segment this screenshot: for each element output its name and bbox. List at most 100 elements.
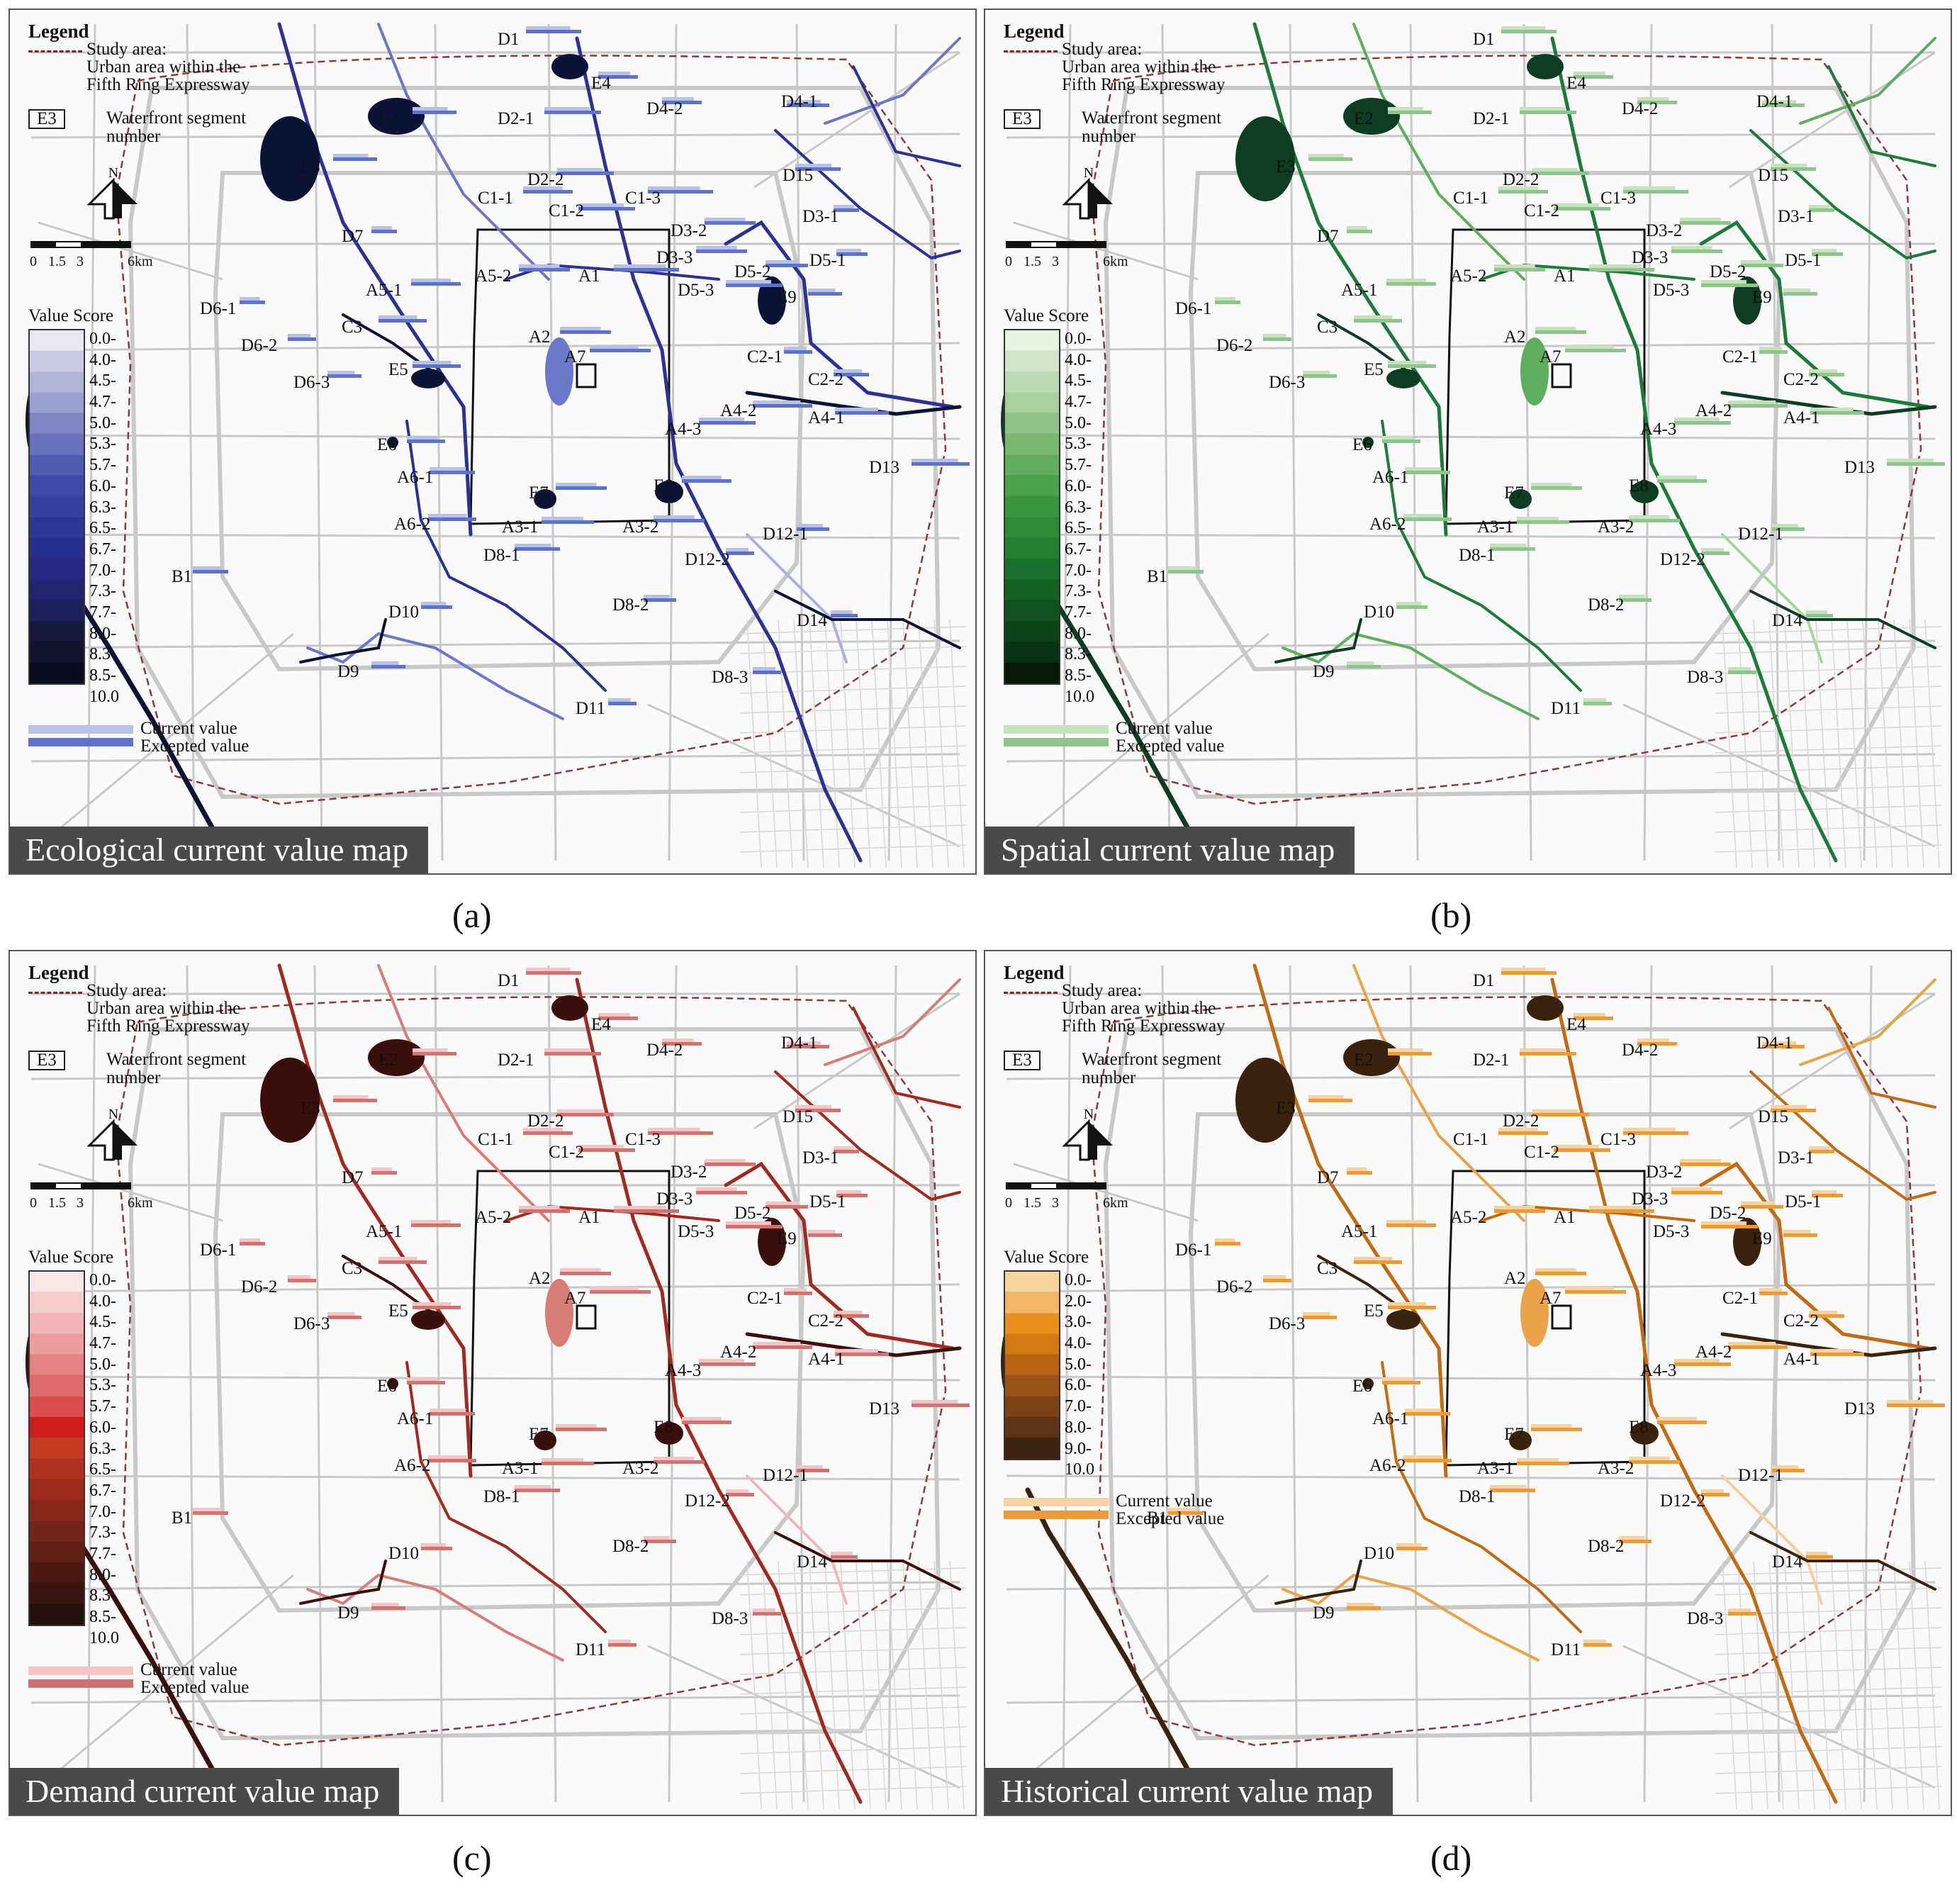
ramp-swatch	[30, 621, 84, 642]
ramp-label: 8.3-8.5	[1065, 645, 1092, 685]
street	[1784, 619, 1800, 868]
value-bar-E8	[682, 476, 731, 483]
waterfront-segment	[306, 1573, 564, 1662]
value-bar-C1-2	[578, 1145, 635, 1152]
current-value-bar	[519, 1206, 560, 1209]
current-value-bar	[371, 1167, 392, 1171]
road	[1161, 965, 1171, 1803]
value-bar-D2-1	[544, 1048, 601, 1055]
value-bar-C2-1	[784, 1288, 812, 1295]
value-bar-A3-1	[542, 1458, 594, 1465]
value-bar-A3-2	[1629, 1457, 1680, 1464]
segment-label: D2-1	[498, 1051, 534, 1070]
scale-label: 1.5	[1024, 254, 1041, 269]
expected-value-bar	[288, 1279, 316, 1282]
ramp-swatch	[30, 1500, 84, 1521]
value-bar-C2-1	[1759, 1288, 1788, 1295]
segment-label: D3-3	[656, 248, 693, 267]
segment-label: D13	[1844, 458, 1875, 477]
road	[1006, 533, 1936, 539]
expected-value-bar	[1762, 103, 1805, 107]
current-value-bar	[1396, 602, 1422, 605]
expected-value-bar	[333, 1099, 377, 1102]
road	[1062, 965, 1072, 1803]
segment-label: D6-1	[200, 299, 237, 318]
waterfront-segment	[745, 391, 962, 416]
scale-bar: 0 1.5 3 6km	[30, 240, 186, 275]
value-bar-C1-3	[1623, 1128, 1688, 1135]
expected-value-bar	[327, 374, 361, 378]
current-value-bar	[836, 249, 862, 252]
legend: Legend Study area: Urban area within the Fi…	[1004, 963, 1226, 1087]
current-value-bar	[1583, 1640, 1606, 1643]
current-value-bar	[519, 264, 560, 268]
ramp-label: 4.7-5.0	[89, 393, 116, 432]
current-value-bar	[1809, 1311, 1837, 1314]
current-value-bar	[598, 72, 630, 75]
current-value-bar	[333, 1095, 369, 1099]
value-bar-A4-2	[1728, 1342, 1788, 1349]
current-value-bar	[753, 401, 801, 404]
current-value-bar	[413, 361, 452, 364]
value-bar-D11	[608, 1640, 637, 1647]
expected-value-bar	[1701, 1493, 1729, 1496]
value-bar-D6-1	[240, 297, 265, 304]
water-body	[1362, 437, 1374, 448]
value-bar-D12-1	[1772, 524, 1805, 531]
road	[38, 221, 223, 281]
value-bar-C1-3	[648, 186, 713, 194]
segment-label: D3-2	[671, 221, 707, 240]
waterfront-segment	[1827, 65, 1936, 167]
expected-value-bar	[428, 1459, 476, 1462]
scale-label: 1.5	[48, 1195, 66, 1211]
segment-label: A1	[1554, 267, 1576, 286]
value-bar-D6-2	[1263, 1275, 1291, 1282]
segment-label: A1	[1554, 1208, 1576, 1227]
expected-value-bar	[371, 665, 405, 668]
value-bar-A6-2	[1403, 514, 1452, 521]
current-value-bar	[1812, 1190, 1837, 1194]
current-value-bar	[1680, 1159, 1721, 1163]
segment-label: D12-1	[763, 1466, 808, 1485]
expected-value-bar	[1263, 1279, 1291, 1282]
ramp-swatch	[1005, 476, 1059, 497]
segment-label: C2-2	[808, 1311, 843, 1331]
ramp-label: 5.0-5.3	[1065, 413, 1092, 454]
segment-label: D9	[337, 662, 359, 681]
segment-label: C1-3	[1600, 1130, 1636, 1149]
waterfront-segment	[1799, 37, 1936, 125]
value-bar-D8-3	[1728, 667, 1756, 674]
ramp-label: 7.0-7.3	[1065, 561, 1092, 601]
color-ramp	[1004, 1270, 1060, 1460]
current-value-bar	[1680, 218, 1721, 221]
segment-label: C1-1	[1453, 189, 1488, 208]
segment-label: A5-2	[1450, 1208, 1487, 1227]
value-bar-A6-1	[1405, 1409, 1450, 1416]
street	[871, 1560, 887, 1810]
value-bar-D6-3	[1303, 1312, 1337, 1319]
value-bar-D6-2	[288, 1275, 316, 1282]
ramp-swatch	[1005, 1396, 1059, 1418]
segment-label: B1	[172, 1508, 193, 1528]
current-value-bar	[1772, 1465, 1798, 1469]
waterfront-segment	[1381, 1361, 1582, 1633]
value-bar-C2-1	[1759, 347, 1788, 354]
road	[1523, 23, 1532, 861]
waterfront-segment	[1274, 1559, 1362, 1605]
value-bar-A4-1	[1810, 408, 1864, 415]
current-value-bar	[1741, 1202, 1775, 1205]
current-value-bar	[808, 289, 836, 292]
current-value-bar	[1554, 203, 1599, 207]
current-value-bar	[1168, 1508, 1196, 1511]
street	[1878, 1560, 1893, 1810]
waterfront-segment	[1480, 263, 1695, 281]
water-body	[534, 1430, 556, 1450]
segment-label: D5-1	[809, 251, 846, 270]
segment-label: E4	[591, 74, 611, 93]
street	[824, 1560, 840, 1810]
segment-label: E6	[1352, 1377, 1372, 1396]
expected-value-bar	[1501, 971, 1557, 975]
expected-value-bar	[544, 1052, 601, 1055]
value-bar-C1-1	[523, 186, 573, 194]
ramp-swatch	[30, 642, 84, 663]
